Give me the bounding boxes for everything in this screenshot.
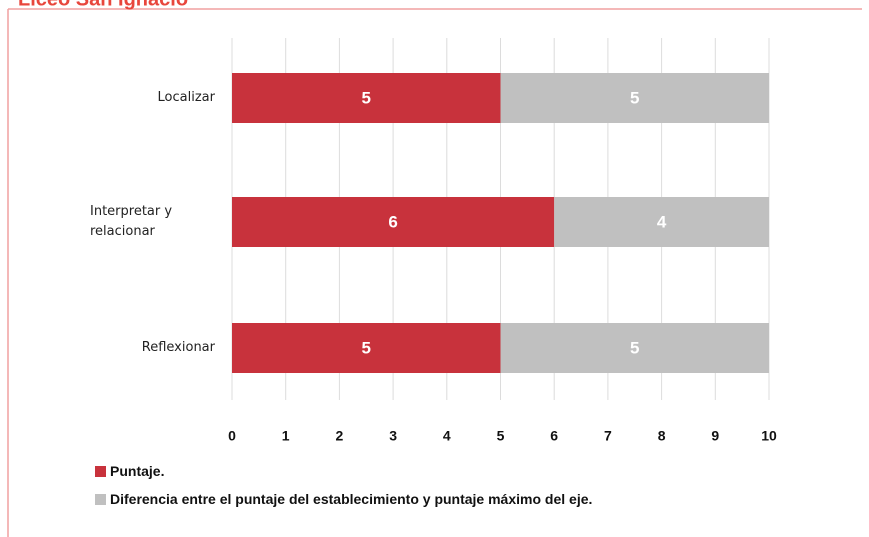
x-tick-label: 3	[389, 428, 397, 444]
x-tick-label: 9	[711, 428, 719, 444]
data-label: 6	[388, 212, 397, 231]
x-tick-label: 6	[550, 428, 558, 444]
x-tick-label: 5	[497, 428, 505, 444]
category-label: Interpretar y relacionar	[90, 204, 173, 239]
bar-segment	[554, 197, 769, 247]
legend-item: Diferencia entre el puntaje del establec…	[95, 491, 592, 507]
x-tick-label: 8	[658, 428, 666, 444]
data-label: 5	[630, 338, 639, 357]
bar-segment	[232, 73, 501, 123]
category-label: Reflexionar	[141, 340, 215, 355]
category-label: Localizar	[157, 90, 215, 105]
bar-segment	[232, 323, 501, 373]
legend-swatch	[95, 493, 106, 505]
bar-segment	[500, 323, 769, 373]
data-label: 5	[362, 338, 371, 357]
data-label: 4	[657, 212, 667, 231]
x-tick-label: 4	[443, 428, 451, 444]
x-tick-label: 2	[336, 428, 344, 444]
bar-segment	[232, 197, 555, 247]
legend-swatch	[95, 465, 106, 477]
legend-label: Puntaje.	[110, 463, 165, 479]
legend-label: Diferencia entre el puntaje del establec…	[110, 491, 593, 507]
data-label: 5	[630, 88, 639, 107]
x-tick-label: 10	[761, 428, 777, 444]
x-tick-label: 7	[604, 428, 612, 444]
chart-title: Liceo San Ignacio	[18, 0, 188, 10]
bar-segment	[500, 73, 769, 123]
x-tick-label: 1	[282, 428, 290, 444]
data-label: 5	[362, 88, 371, 107]
legend-item: Puntaje.	[95, 463, 164, 479]
x-tick-label: 0	[228, 428, 236, 444]
